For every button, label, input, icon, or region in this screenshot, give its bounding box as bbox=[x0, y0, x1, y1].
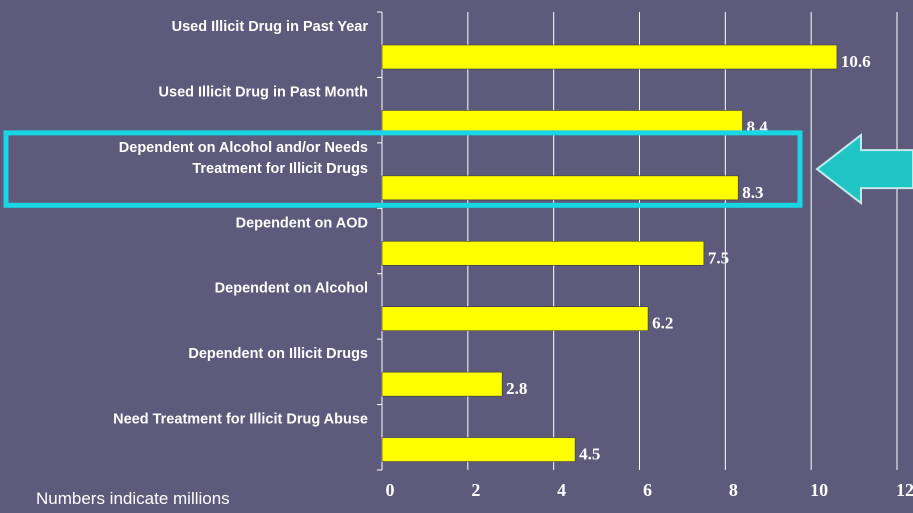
x-tick-label: 12 bbox=[896, 480, 913, 500]
x-tick-label: 2 bbox=[471, 480, 480, 500]
x-tick-label: 10 bbox=[810, 480, 828, 500]
category-label-line: Used Illicit Drug in Past Year bbox=[172, 19, 369, 35]
highlight-box bbox=[3, 130, 803, 208]
category-label: Need Treatment for Illicit Drug Abuse bbox=[113, 412, 368, 428]
category-label: Dependent on Alcohol bbox=[215, 281, 368, 297]
value-label: 10.6 bbox=[841, 52, 871, 71]
category-label-line: Dependent on Alcohol and/or Needs bbox=[119, 140, 368, 156]
value-label: 7.5 bbox=[708, 248, 729, 267]
bar bbox=[381, 437, 576, 462]
category-label: Used Illicit Drug in Past Month bbox=[159, 84, 368, 100]
value-label: 6.2 bbox=[652, 314, 673, 333]
category-label-line: Need Treatment for Illicit Drug Abuse bbox=[113, 412, 368, 428]
category-label: Used Illicit Drug in Past Year bbox=[172, 19, 369, 35]
footnote: Numbers indicate millions bbox=[36, 489, 230, 508]
value-label: 8.3 bbox=[742, 183, 763, 202]
highlight-arrow-icon bbox=[815, 133, 913, 206]
x-tick-label: 0 bbox=[386, 480, 395, 500]
value-label: 2.8 bbox=[506, 379, 527, 398]
category-label-line: Dependent on Alcohol bbox=[215, 281, 368, 297]
category-label: Dependent on Alcohol and/or Needs Treatme… bbox=[119, 140, 368, 177]
bar bbox=[381, 175, 739, 201]
x-tick-label: 6 bbox=[643, 480, 652, 500]
bar bbox=[381, 44, 838, 70]
x-tick-label: 8 bbox=[729, 480, 738, 500]
category-label: Dependent on Illicit Drugs bbox=[188, 346, 368, 362]
bar bbox=[381, 371, 503, 397]
category-label-line: Treatment for Illicit Drugs bbox=[192, 161, 368, 177]
category-label-line: Dependent on Illicit Drugs bbox=[188, 346, 368, 362]
category-label: Dependent on AOD bbox=[236, 215, 368, 231]
bar bbox=[381, 306, 649, 332]
category-label-line: Dependent on AOD bbox=[236, 215, 368, 231]
x-tick-label: 4 bbox=[557, 480, 566, 500]
bar bbox=[381, 240, 705, 266]
category-label-line: Used Illicit Drug in Past Month bbox=[159, 84, 368, 100]
value-label: 4.5 bbox=[579, 445, 600, 464]
